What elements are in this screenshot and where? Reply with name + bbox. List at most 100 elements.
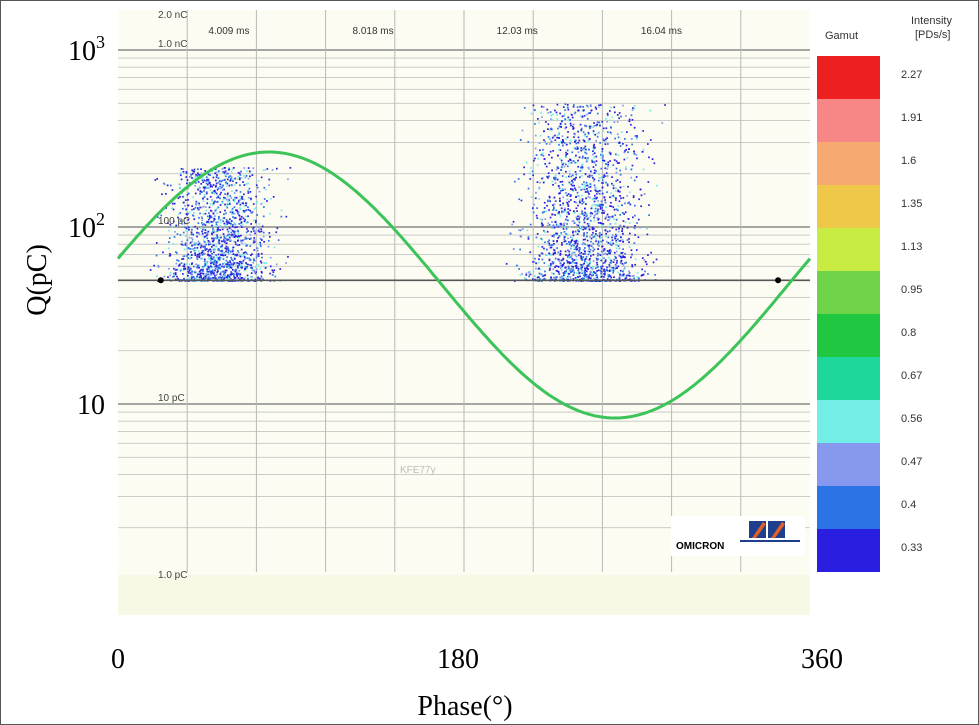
scatter-point	[619, 173, 622, 176]
scatter-point	[232, 253, 235, 255]
scatter-point	[592, 145, 595, 148]
scatter-point	[202, 186, 205, 189]
scatter-point	[559, 157, 561, 160]
scatter-point	[157, 265, 160, 268]
scatter-point	[541, 252, 544, 255]
scatter-point	[556, 166, 559, 168]
scatter-point	[604, 260, 607, 262]
scatter-point	[547, 128, 549, 130]
scatter-point	[208, 222, 211, 225]
scatter-point	[608, 216, 610, 218]
scatter-point	[566, 223, 568, 225]
scatter-point	[223, 278, 225, 281]
scatter-point	[566, 194, 569, 197]
scatter-point	[550, 276, 552, 279]
scatter-point	[253, 271, 256, 274]
scatter-point	[217, 267, 220, 269]
legend-swatch	[817, 228, 880, 271]
scatter-point	[605, 215, 608, 218]
scatter-point	[613, 106, 616, 109]
scatter-point	[225, 269, 228, 272]
scatter-point	[247, 277, 249, 280]
scatter-point	[563, 238, 566, 241]
scatter-point	[534, 157, 536, 160]
scatter-point	[180, 168, 183, 170]
scatter-point	[213, 263, 215, 266]
scatter-point	[210, 216, 213, 219]
scatter-point	[211, 170, 213, 173]
scatter-point	[238, 172, 241, 175]
scatter-point	[633, 227, 636, 230]
scatter-point	[219, 245, 222, 248]
scatter-point	[581, 213, 584, 215]
inner-y-label: 1.0 pC	[158, 570, 187, 581]
scatter-point	[187, 270, 189, 273]
scatter-point	[215, 192, 218, 195]
scatter-point	[228, 267, 230, 269]
scatter-point	[587, 138, 590, 141]
scatter-point	[194, 185, 196, 187]
scatter-point	[570, 175, 573, 178]
scatter-point	[566, 259, 568, 262]
scatter-point	[593, 227, 595, 230]
scatter-point	[185, 263, 187, 266]
scatter-point	[197, 222, 200, 224]
scatter-point	[576, 242, 579, 245]
x-tick-label: 180	[437, 644, 479, 675]
scatter-point	[229, 218, 231, 221]
scatter-point	[569, 122, 572, 125]
scatter-point	[548, 154, 550, 156]
scatter-point	[593, 162, 596, 164]
scatter-point	[597, 269, 600, 272]
scatter-point	[204, 186, 206, 189]
scatter-point	[192, 172, 194, 175]
scatter-point	[209, 203, 212, 205]
scatter-point	[617, 245, 620, 247]
scatter-point	[622, 270, 624, 273]
inner-y-label: 2.0 nC	[158, 10, 187, 21]
scatter-point	[216, 174, 218, 176]
scatter-point	[211, 271, 214, 273]
scatter-point	[209, 257, 212, 260]
scatter-point	[239, 203, 242, 206]
scatter-point	[621, 228, 624, 230]
scatter-point	[225, 259, 228, 262]
scatter-point	[253, 241, 256, 243]
scatter-point	[226, 221, 229, 224]
scatter-point	[249, 264, 251, 266]
scatter-point	[233, 192, 236, 194]
scatter-point	[548, 196, 551, 199]
scatter-point	[568, 270, 571, 272]
scatter-point	[199, 275, 202, 277]
scatter-point	[623, 268, 625, 271]
scatter-point	[577, 151, 580, 154]
scatter-point	[536, 276, 539, 279]
scatter-point	[562, 196, 564, 199]
scatter-point	[216, 234, 218, 236]
scatter-point	[569, 242, 571, 245]
legend-value: 2.27	[901, 69, 922, 81]
scatter-point	[559, 197, 561, 200]
scatter-point	[550, 244, 553, 246]
scatter-point	[587, 253, 590, 256]
scatter-point	[592, 130, 595, 132]
scatter-point	[556, 270, 559, 272]
scatter-point	[205, 277, 207, 279]
scatter-point	[225, 250, 227, 253]
scatter-point	[598, 189, 601, 192]
scatter-point	[581, 198, 584, 200]
scatter-point	[543, 207, 546, 209]
scatter-point	[179, 196, 181, 198]
scatter-point	[618, 190, 621, 193]
scatter-point	[195, 242, 197, 245]
scatter-point	[597, 248, 599, 250]
scatter-point	[593, 125, 596, 127]
scatter-point	[205, 191, 208, 194]
scatter-point	[609, 153, 612, 156]
scatter-point	[600, 270, 603, 273]
scatter-point	[198, 270, 201, 273]
scatter-point	[569, 195, 572, 197]
scatter-point	[240, 197, 243, 200]
scatter-point	[193, 271, 196, 274]
scatter-point	[606, 278, 609, 280]
